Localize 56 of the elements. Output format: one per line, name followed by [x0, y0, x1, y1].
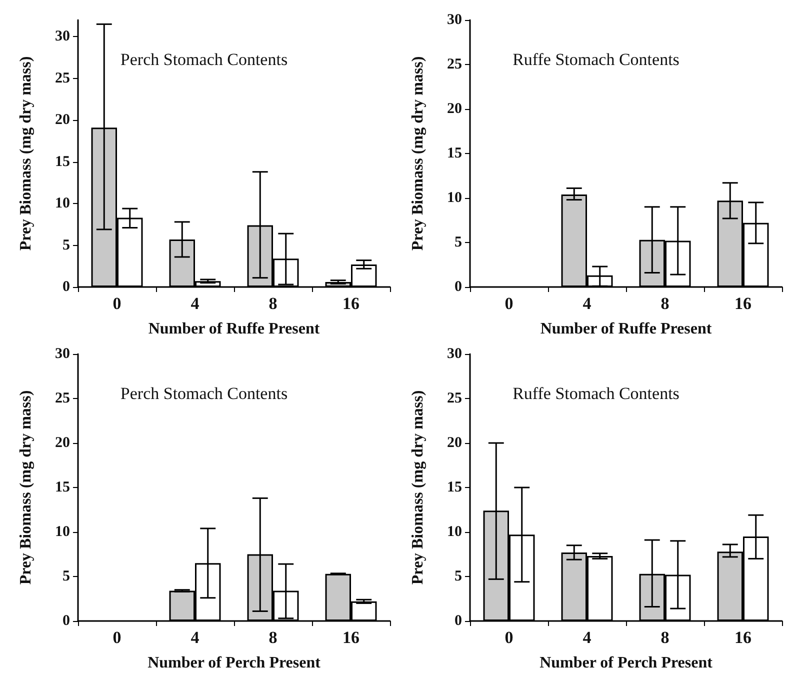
x-tick-label: 4 [582, 294, 592, 313]
x-tick-label: 8 [660, 628, 670, 647]
x-tick-label: 0 [504, 628, 514, 647]
y-tick-label: 15 [447, 146, 462, 162]
y-axis-title: Prey Biomass (mg dry mass) [18, 56, 34, 251]
x-axis-title: Number of Perch Present [148, 654, 322, 672]
text: Perch Stomach Contents [120, 50, 288, 69]
text: Ruffe Stomach Contents [512, 384, 680, 403]
x-axis-title: Number of Ruffe Present [540, 320, 712, 338]
text: Perch Stomach Contents [120, 384, 288, 403]
y-tick-label: 20 [55, 112, 70, 128]
y-tick-label: 10 [447, 190, 462, 206]
y-tick-label: 5 [454, 234, 462, 250]
y-tick-label: 10 [55, 196, 70, 212]
y-tick-label: 20 [447, 435, 462, 451]
y-tick-label: 10 [447, 524, 462, 540]
y-tick-label: 25 [447, 390, 462, 406]
y-axis-title: Prey Biomass (mg dry mass) [18, 390, 34, 585]
y-tick-label: 25 [55, 70, 70, 86]
x-tick-label: 16 [342, 294, 360, 313]
text: Ruffe Stomach Contents [512, 50, 680, 69]
y-tick-label: 0 [454, 279, 462, 295]
x-tick-label: 0 [504, 294, 514, 313]
x-tick-label: 16 [342, 628, 360, 647]
y-tick-label: 0 [62, 613, 70, 629]
y-tick-label: 5 [62, 237, 70, 254]
y-tick-label: 25 [55, 390, 70, 406]
y-axis-title: Prey Biomass (mg dry mass) [410, 56, 426, 251]
x-tick-label: 8 [268, 628, 278, 647]
y-tick-label: 30 [447, 346, 462, 362]
x-tick-label: 16 [734, 294, 752, 313]
y-axis-title: Prey Biomass (mg dry mass) [410, 390, 426, 585]
y-tick-label: 25 [447, 56, 462, 72]
x-tick-label: 4 [190, 628, 200, 647]
y-tick-label: 10 [55, 524, 70, 540]
y-tick-label: 20 [55, 435, 70, 451]
y-tick-label: 15 [447, 480, 462, 496]
x-tick-label: 8 [268, 294, 278, 313]
x-tick-label: 4 [582, 628, 592, 647]
y-tick-label: 0 [454, 613, 462, 629]
x-axis-title: Number of Ruffe Present [148, 320, 320, 338]
y-tick-label: 0 [62, 279, 70, 295]
x-tick-label: 8 [660, 294, 670, 313]
x-tick-label: 16 [734, 628, 752, 647]
y-tick-label: 20 [447, 101, 462, 117]
y-tick-label: 15 [55, 154, 70, 170]
x-axis-title: Number of Perch Present [540, 654, 714, 672]
x-tick-label: 4 [190, 294, 200, 313]
y-tick-label: 5 [454, 568, 462, 584]
x-tick-label: 0 [112, 294, 122, 313]
y-tick-label: 15 [55, 480, 70, 496]
y-tick-label: 5 [62, 568, 70, 584]
y-tick-label: 30 [55, 28, 70, 45]
x-tick-label: 0 [112, 628, 122, 647]
y-tick-label: 30 [55, 346, 70, 362]
y-tick-label: 30 [447, 12, 462, 28]
